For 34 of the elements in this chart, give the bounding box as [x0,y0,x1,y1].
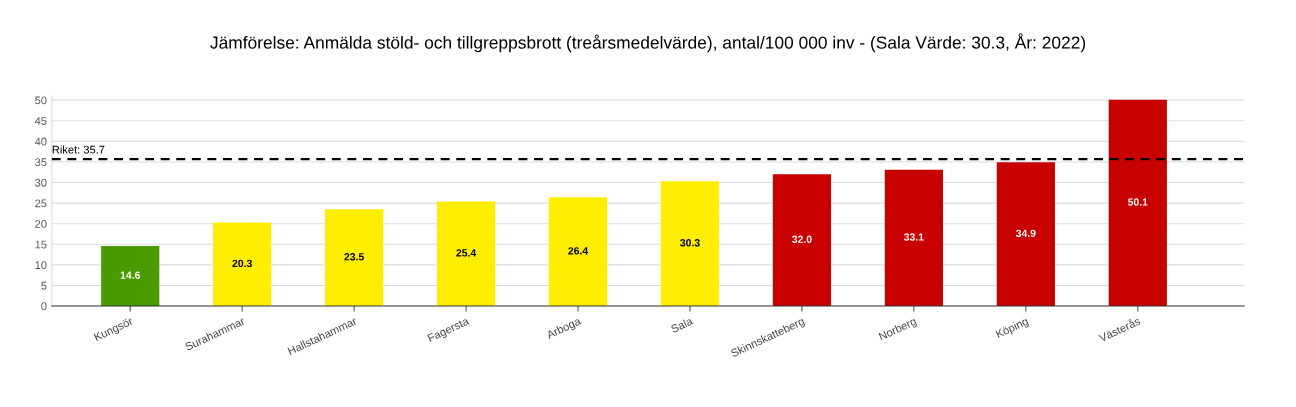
y-tick-label: 25 [35,199,47,208]
y-tick-label: 15 [35,240,47,249]
y-tick-label: 35 [35,158,47,167]
data-label: 32.0 [792,235,812,243]
ref-line-label: Riket: 35.7 [52,145,105,154]
data-label: 26.4 [568,247,589,255]
y-tick-label: 40 [34,137,47,146]
bar [213,222,272,307]
y-tick-label: 50 [35,96,47,105]
bar [884,169,943,307]
bar [772,174,832,307]
data-label: 25.4 [456,249,477,257]
bar [1108,99,1167,307]
bar [101,245,160,307]
bar [660,181,720,307]
data-label: 30.3 [680,239,700,247]
chart-title: Jämförelse: Anmälda stöld- och tillgreppsbrott (treårsmedelvärde), antal/100 000 inv - (Sala Värde: 30.3, År: 2022) [210,33,1086,53]
y-tick-label: 45 [34,117,47,125]
data-label: 50.1 [1127,198,1148,206]
y-tick-label: 0 [41,302,47,311]
data-label: 20.3 [232,259,252,268]
y-tick-label: 20 [35,219,47,228]
y-tick-label: 5 [41,281,47,290]
data-label: 23.5 [344,253,364,261]
bar [996,162,1055,307]
bar [436,201,496,307]
y-tick-label: 10 [35,261,47,270]
data-label: 33.1 [904,233,924,241]
y-tick-label: 30 [35,178,47,187]
data-label: 14.6 [120,271,140,279]
x-tick-label: Sala [670,316,694,334]
data-label: 34.9 [1015,229,1036,238]
bar [325,209,384,307]
bar [548,197,608,307]
